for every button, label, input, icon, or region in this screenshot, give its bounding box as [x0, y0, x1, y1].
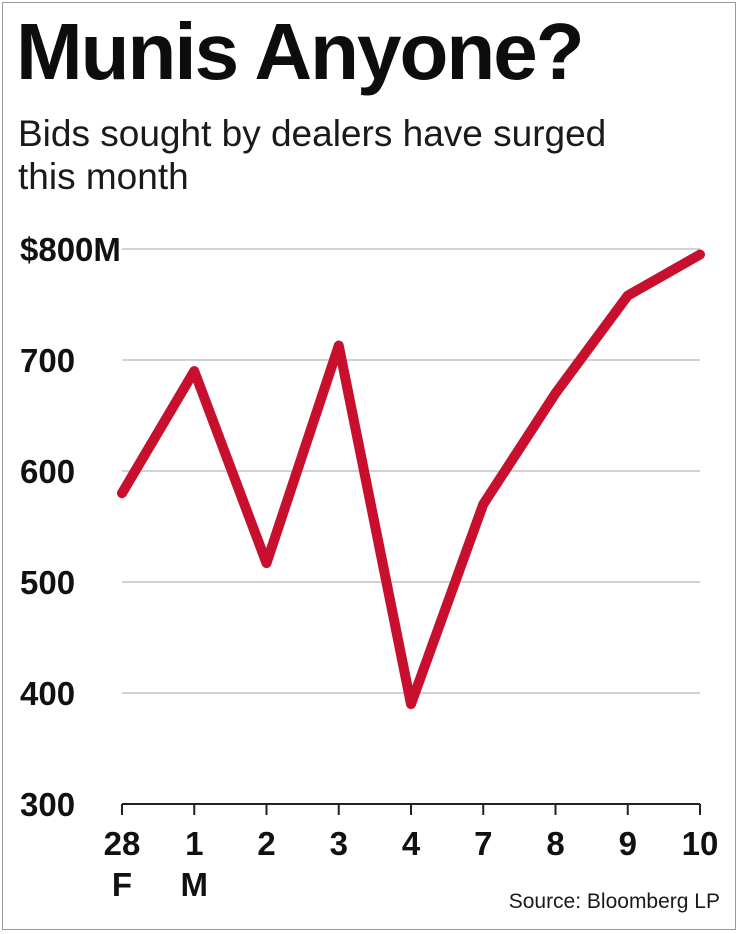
y-tick-label-600: 600: [20, 453, 75, 490]
data-point-2: [266, 562, 267, 564]
month-label-F: F: [112, 866, 132, 903]
source-note: Source: Bloomberg LP: [508, 890, 720, 913]
x-tick-label-7: 9: [619, 825, 637, 862]
x-tick-label-5: 7: [474, 825, 492, 862]
data-point-1: [193, 370, 195, 372]
data-point-28: [121, 492, 123, 494]
x-tick-label-6: 8: [546, 825, 564, 862]
month-label-M: M: [181, 866, 209, 903]
data-point-9: [627, 295, 629, 297]
x-tick-label-3: 3: [330, 825, 348, 862]
data-point-3: [338, 345, 340, 347]
x-tick-label-8: 10: [682, 825, 719, 862]
y-tick-label-300: 300: [20, 786, 75, 823]
data-point-8: [555, 392, 556, 394]
x-tick-label-2: 2: [257, 825, 275, 862]
x-tick-label-0: 28: [104, 825, 141, 862]
data-point-7: [482, 503, 484, 505]
x-tick-label-1: 1: [185, 825, 203, 862]
y-tick-label-800: $800M: [20, 231, 121, 268]
y-tick-label-400: 400: [20, 675, 75, 712]
data-point-4: [410, 703, 412, 705]
series-line-0: [117, 249, 705, 710]
y-tick-label-700: 700: [20, 342, 75, 379]
x-tick-label-4: 4: [402, 825, 421, 862]
data-point-10: [699, 254, 701, 256]
chart-title: Munis Anyone?: [16, 7, 585, 96]
y-tick-label-500: 500: [20, 564, 75, 601]
chart-subtitle: Bids sought by dealers have surged this …: [18, 113, 607, 197]
